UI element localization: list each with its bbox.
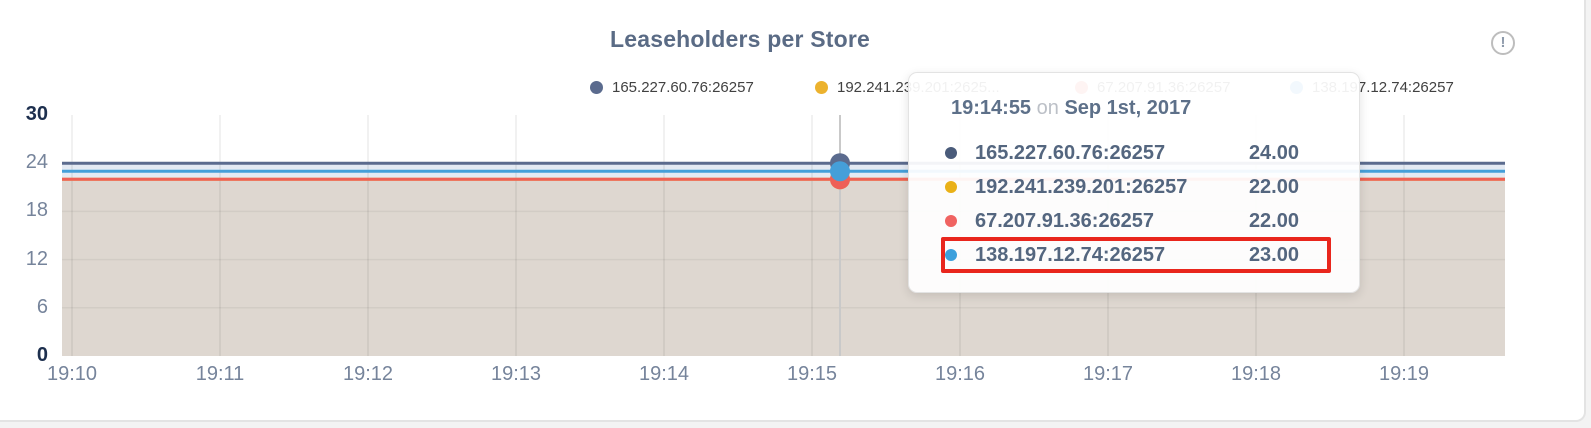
info-icon[interactable]: ! — [1491, 31, 1515, 55]
tooltip-date: Sep 1st, 2017 — [1064, 97, 1192, 119]
tooltip-row: 165.227.60.76:26257 24.00 — [909, 136, 1359, 170]
x-tick-label: 19:14 — [638, 363, 690, 385]
x-tick-label: 19:19 — [1378, 363, 1430, 385]
tooltip-series-name: 67.207.91.36:26257 — [975, 209, 1155, 232]
series-dot-icon — [945, 147, 957, 159]
tooltip-series-value: 22.00 — [1248, 175, 1299, 198]
series-dot-icon — [945, 215, 957, 227]
x-axis: 19:10 19:11 19:12 19:13 19:14 19:15 19:1… — [0, 363, 1584, 387]
tooltip-series-name: 192.241.239.201:26257 — [975, 175, 1188, 198]
chart-title: Leaseholders per Store — [609, 26, 871, 52]
tooltip-on-word: on — [1036, 97, 1059, 119]
tooltip-rows: 165.227.60.76:26257 24.00 192.241.239.20… — [909, 136, 1359, 272]
series-dot-icon — [945, 249, 957, 261]
x-tick-label: 19:10 — [46, 363, 98, 385]
y-tick-label: 24 — [25, 151, 48, 174]
tooltip-time: 19:14:55 — [951, 97, 1032, 119]
tooltip-series-value: 23.00 — [1248, 243, 1299, 266]
x-tick-label: 19:15 — [786, 363, 838, 385]
hover-tooltip: 19:14:55 on Sep 1st, 2017 165.227.60.76:… — [908, 72, 1360, 293]
x-tick-label: 19:12 — [342, 363, 394, 385]
series-dot-icon — [815, 81, 828, 94]
series-dot-icon — [590, 81, 603, 94]
x-tick-label: 19:17 — [1082, 363, 1134, 385]
tooltip-series-value: 22.00 — [1248, 209, 1299, 232]
y-axis: 30 24 18 12 6 0 — [0, 0, 48, 428]
x-tick-label: 19:11 — [195, 363, 245, 385]
tooltip-timestamp: 19:14:55 on Sep 1st, 2017 — [951, 97, 1191, 120]
legend-label: 165.227.60.76:26257 — [612, 79, 754, 96]
y-tick-label: 6 — [36, 295, 48, 318]
y-tick-label: 18 — [25, 199, 48, 222]
tooltip-row: 67.207.91.36:26257 22.00 — [909, 204, 1359, 238]
x-tick-label: 19:18 — [1230, 363, 1282, 385]
series-dot-icon — [945, 181, 957, 193]
hover-point — [830, 161, 850, 182]
tooltip-row: 192.241.239.201:26257 22.00 — [909, 170, 1359, 204]
tooltip-row: 138.197.12.74:26257 23.00 — [909, 238, 1359, 272]
x-tick-label: 19:16 — [934, 363, 986, 385]
x-tick-label: 19:13 — [490, 363, 542, 385]
tooltip-series-name: 138.197.12.74:26257 — [975, 243, 1166, 266]
legend-item[interactable]: 165.227.60.76:26257 — [590, 79, 754, 96]
tooltip-series-value: 24.00 — [1248, 141, 1299, 164]
tooltip-series-name: 165.227.60.76:26257 — [975, 141, 1166, 164]
y-tick-label: 30 — [25, 103, 48, 125]
y-tick-label: 12 — [25, 247, 48, 270]
y-tick-label: 0 — [36, 344, 48, 366]
